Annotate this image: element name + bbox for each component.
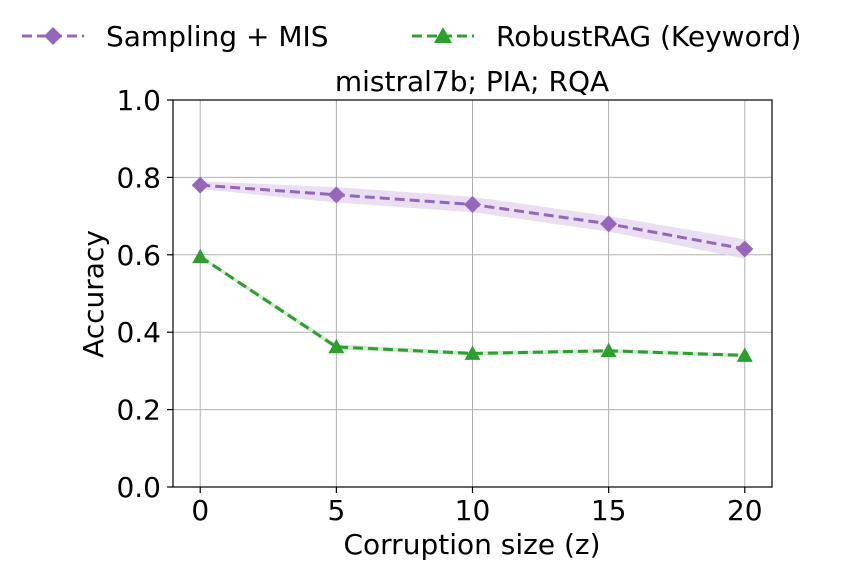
series-markers xyxy=(191,176,754,362)
y-tick-label: 0.6 xyxy=(116,239,161,272)
y-tick-label: 0.0 xyxy=(116,471,161,504)
data-point-triangle xyxy=(600,342,617,358)
y-tick-label: 0.4 xyxy=(116,316,161,349)
legend-label-robustrag: RobustRAG (Keyword) xyxy=(496,19,802,53)
grid xyxy=(173,99,772,488)
data-point-diamond xyxy=(327,186,345,204)
data-point-diamond xyxy=(736,240,754,258)
data-point-triangle xyxy=(464,345,481,360)
x-tick-label: 10 xyxy=(455,494,491,527)
y-tick-label: 1.0 xyxy=(116,84,161,117)
legend-marker-diamond xyxy=(22,27,84,45)
legend-item-robustrag: RobustRAG (Keyword) xyxy=(410,14,801,58)
legend: Sampling + MIS RobustRAG (Keyword) xyxy=(0,14,851,58)
x-tick-label: 20 xyxy=(727,494,763,527)
data-point-diamond xyxy=(191,176,209,194)
legend-label-sampling-mis: Sampling + MIS xyxy=(106,19,329,53)
axis-ticks: 0 5 10 15 20 0.0 0.2 0.4 0.6 0.8 1.0 xyxy=(116,84,762,527)
legend-item-sampling-mis: Sampling + MIS xyxy=(20,14,329,58)
data-point-triangle xyxy=(328,338,345,354)
legend-marker-triangle xyxy=(412,27,474,43)
data-point-diamond xyxy=(464,195,481,213)
x-axis-label: Corruption size (z) xyxy=(343,528,600,561)
data-point-triangle xyxy=(192,248,209,264)
x-tick-label: 0 xyxy=(191,494,209,527)
y-axis-label: Accuracy xyxy=(77,230,110,358)
x-tick-label: 15 xyxy=(591,494,627,527)
data-point-triangle xyxy=(736,347,753,362)
chart-title: mistral7b; PIA; RQA xyxy=(335,65,609,98)
x-tick-label: 5 xyxy=(327,494,345,527)
y-tick-label: 0.2 xyxy=(116,394,161,427)
data-point-diamond xyxy=(600,215,618,233)
y-tick-label: 0.8 xyxy=(116,161,161,194)
series-line-1 xyxy=(199,255,745,357)
